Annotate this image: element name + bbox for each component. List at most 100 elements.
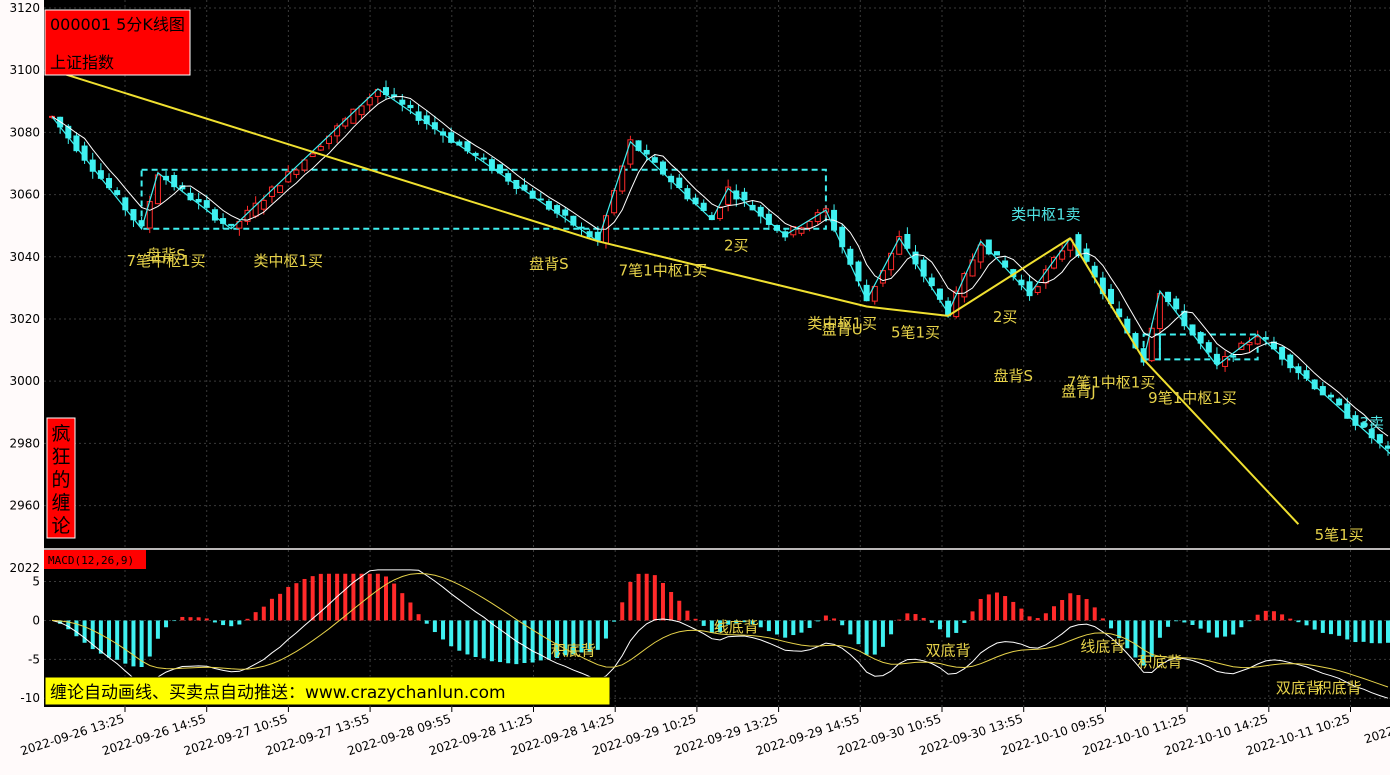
pivot-zone (140, 168, 827, 230)
candle-body (619, 165, 626, 192)
candle-body (847, 248, 854, 265)
candle-body (399, 99, 406, 105)
candle-body (423, 115, 430, 125)
signal-label: 类中枢1买 (807, 314, 877, 332)
candle-body (1156, 293, 1163, 330)
macd-label: MACD(12,26,9) (48, 554, 134, 567)
candle-body (1279, 346, 1286, 360)
signal-label: 盘背J (1061, 383, 1095, 401)
candle-body (407, 104, 414, 109)
signal-label: 3卖 (1359, 414, 1384, 432)
macd-tick-label: 0 (32, 613, 40, 627)
candle-body (611, 190, 618, 214)
candle-body (1246, 341, 1253, 346)
candle-body (1059, 250, 1066, 260)
macd-tick-label: 5 (32, 575, 40, 589)
candle-body (171, 175, 178, 188)
price-tick-label: 3040 (9, 250, 40, 264)
candle-body (154, 174, 161, 205)
watermark-text: 疯狂的缠论 (51, 423, 70, 537)
divergence-label: 积底背 (1137, 653, 1182, 671)
macd-dea-line (51, 572, 1389, 688)
candle-body (317, 145, 324, 151)
candle-body (871, 285, 878, 302)
candle-body (1213, 353, 1220, 365)
candle-body (668, 175, 675, 183)
macd-label-box (44, 550, 146, 569)
macd-tick-label: -5 (28, 652, 40, 666)
price-panel-bg (44, 0, 1390, 548)
macd-dif-line (51, 569, 1389, 699)
candle-body (114, 190, 121, 195)
candle-body (1336, 398, 1343, 406)
candle-body (1083, 248, 1090, 262)
signal-label: 类中枢1买 (253, 252, 323, 270)
candle-body (725, 186, 732, 205)
ma-line (51, 95, 1389, 437)
candle-body (643, 149, 650, 155)
candle-body (855, 261, 862, 282)
divergence-label: 线底背 (714, 618, 759, 636)
candle-body (863, 284, 870, 302)
candle-body (700, 202, 707, 211)
candle-body (138, 220, 145, 227)
candle-body (1026, 281, 1033, 297)
signal-label: 盘背S (994, 367, 1034, 385)
promo-text: 缠论自动画线、买卖点自动推送：www.crazychanlun.com (50, 683, 506, 703)
signal-label: 7笔1中枢1买 (1067, 373, 1156, 391)
candle-body (1067, 239, 1074, 251)
candle-body (309, 153, 316, 158)
candle-body (1189, 324, 1196, 335)
trend-line (51, 69, 949, 317)
signal-label: 2买 (724, 237, 749, 255)
trend-line (947, 237, 1071, 317)
signal-label: 5笔1买 (1315, 526, 1364, 544)
candle-body (179, 185, 186, 190)
candle-body (1205, 342, 1212, 353)
candle-body (1327, 394, 1334, 398)
candle-body (993, 251, 1000, 256)
signal-label: 7笔1中枢1买 (619, 261, 708, 279)
candle-body (1230, 355, 1237, 358)
price-grid (44, 0, 1390, 707)
candle-body (1034, 286, 1041, 294)
candle-body (717, 206, 723, 220)
candle-body (81, 145, 88, 161)
macd-grid (44, 581, 1390, 699)
candle-body (203, 200, 210, 208)
candle-body (1344, 403, 1351, 419)
candle-body (350, 108, 357, 124)
candle-body (806, 220, 813, 229)
candle-body (741, 191, 748, 201)
macd-histogram (58, 573, 1390, 668)
index-name: 上证指数 (50, 53, 114, 72)
price-tick-label: 2960 (9, 499, 40, 513)
candle-body (480, 157, 487, 160)
candle-body (904, 234, 911, 249)
candle-body (676, 177, 683, 188)
candle-body (277, 185, 284, 194)
candles (49, 80, 1390, 456)
signal-label: 9笔1中枢1买 (1148, 389, 1237, 407)
trend-line (1142, 358, 1300, 525)
price-tick-label: 3080 (9, 125, 40, 139)
candle-body (659, 161, 666, 175)
candle-body (896, 236, 903, 255)
candle-body (961, 273, 968, 298)
signal-label: 盘背U (822, 321, 863, 339)
price-tick-label: 3020 (9, 312, 40, 326)
divergence-label: 双底背 (1276, 679, 1321, 697)
divergence-label: 积底背 (1317, 679, 1362, 697)
candle-body (1311, 379, 1318, 390)
candle-body (562, 209, 569, 216)
signal-label: 盘背S (146, 246, 186, 264)
divergence-label: 线底背 (1080, 638, 1125, 656)
candle-body (260, 199, 267, 210)
chart-code-title: 000001 5分K线图 (50, 15, 185, 34)
macd-tick-label: 2022 (9, 561, 40, 575)
candle-body (977, 244, 984, 263)
price-tick-label: 3060 (9, 188, 40, 202)
candle-body (953, 290, 960, 318)
